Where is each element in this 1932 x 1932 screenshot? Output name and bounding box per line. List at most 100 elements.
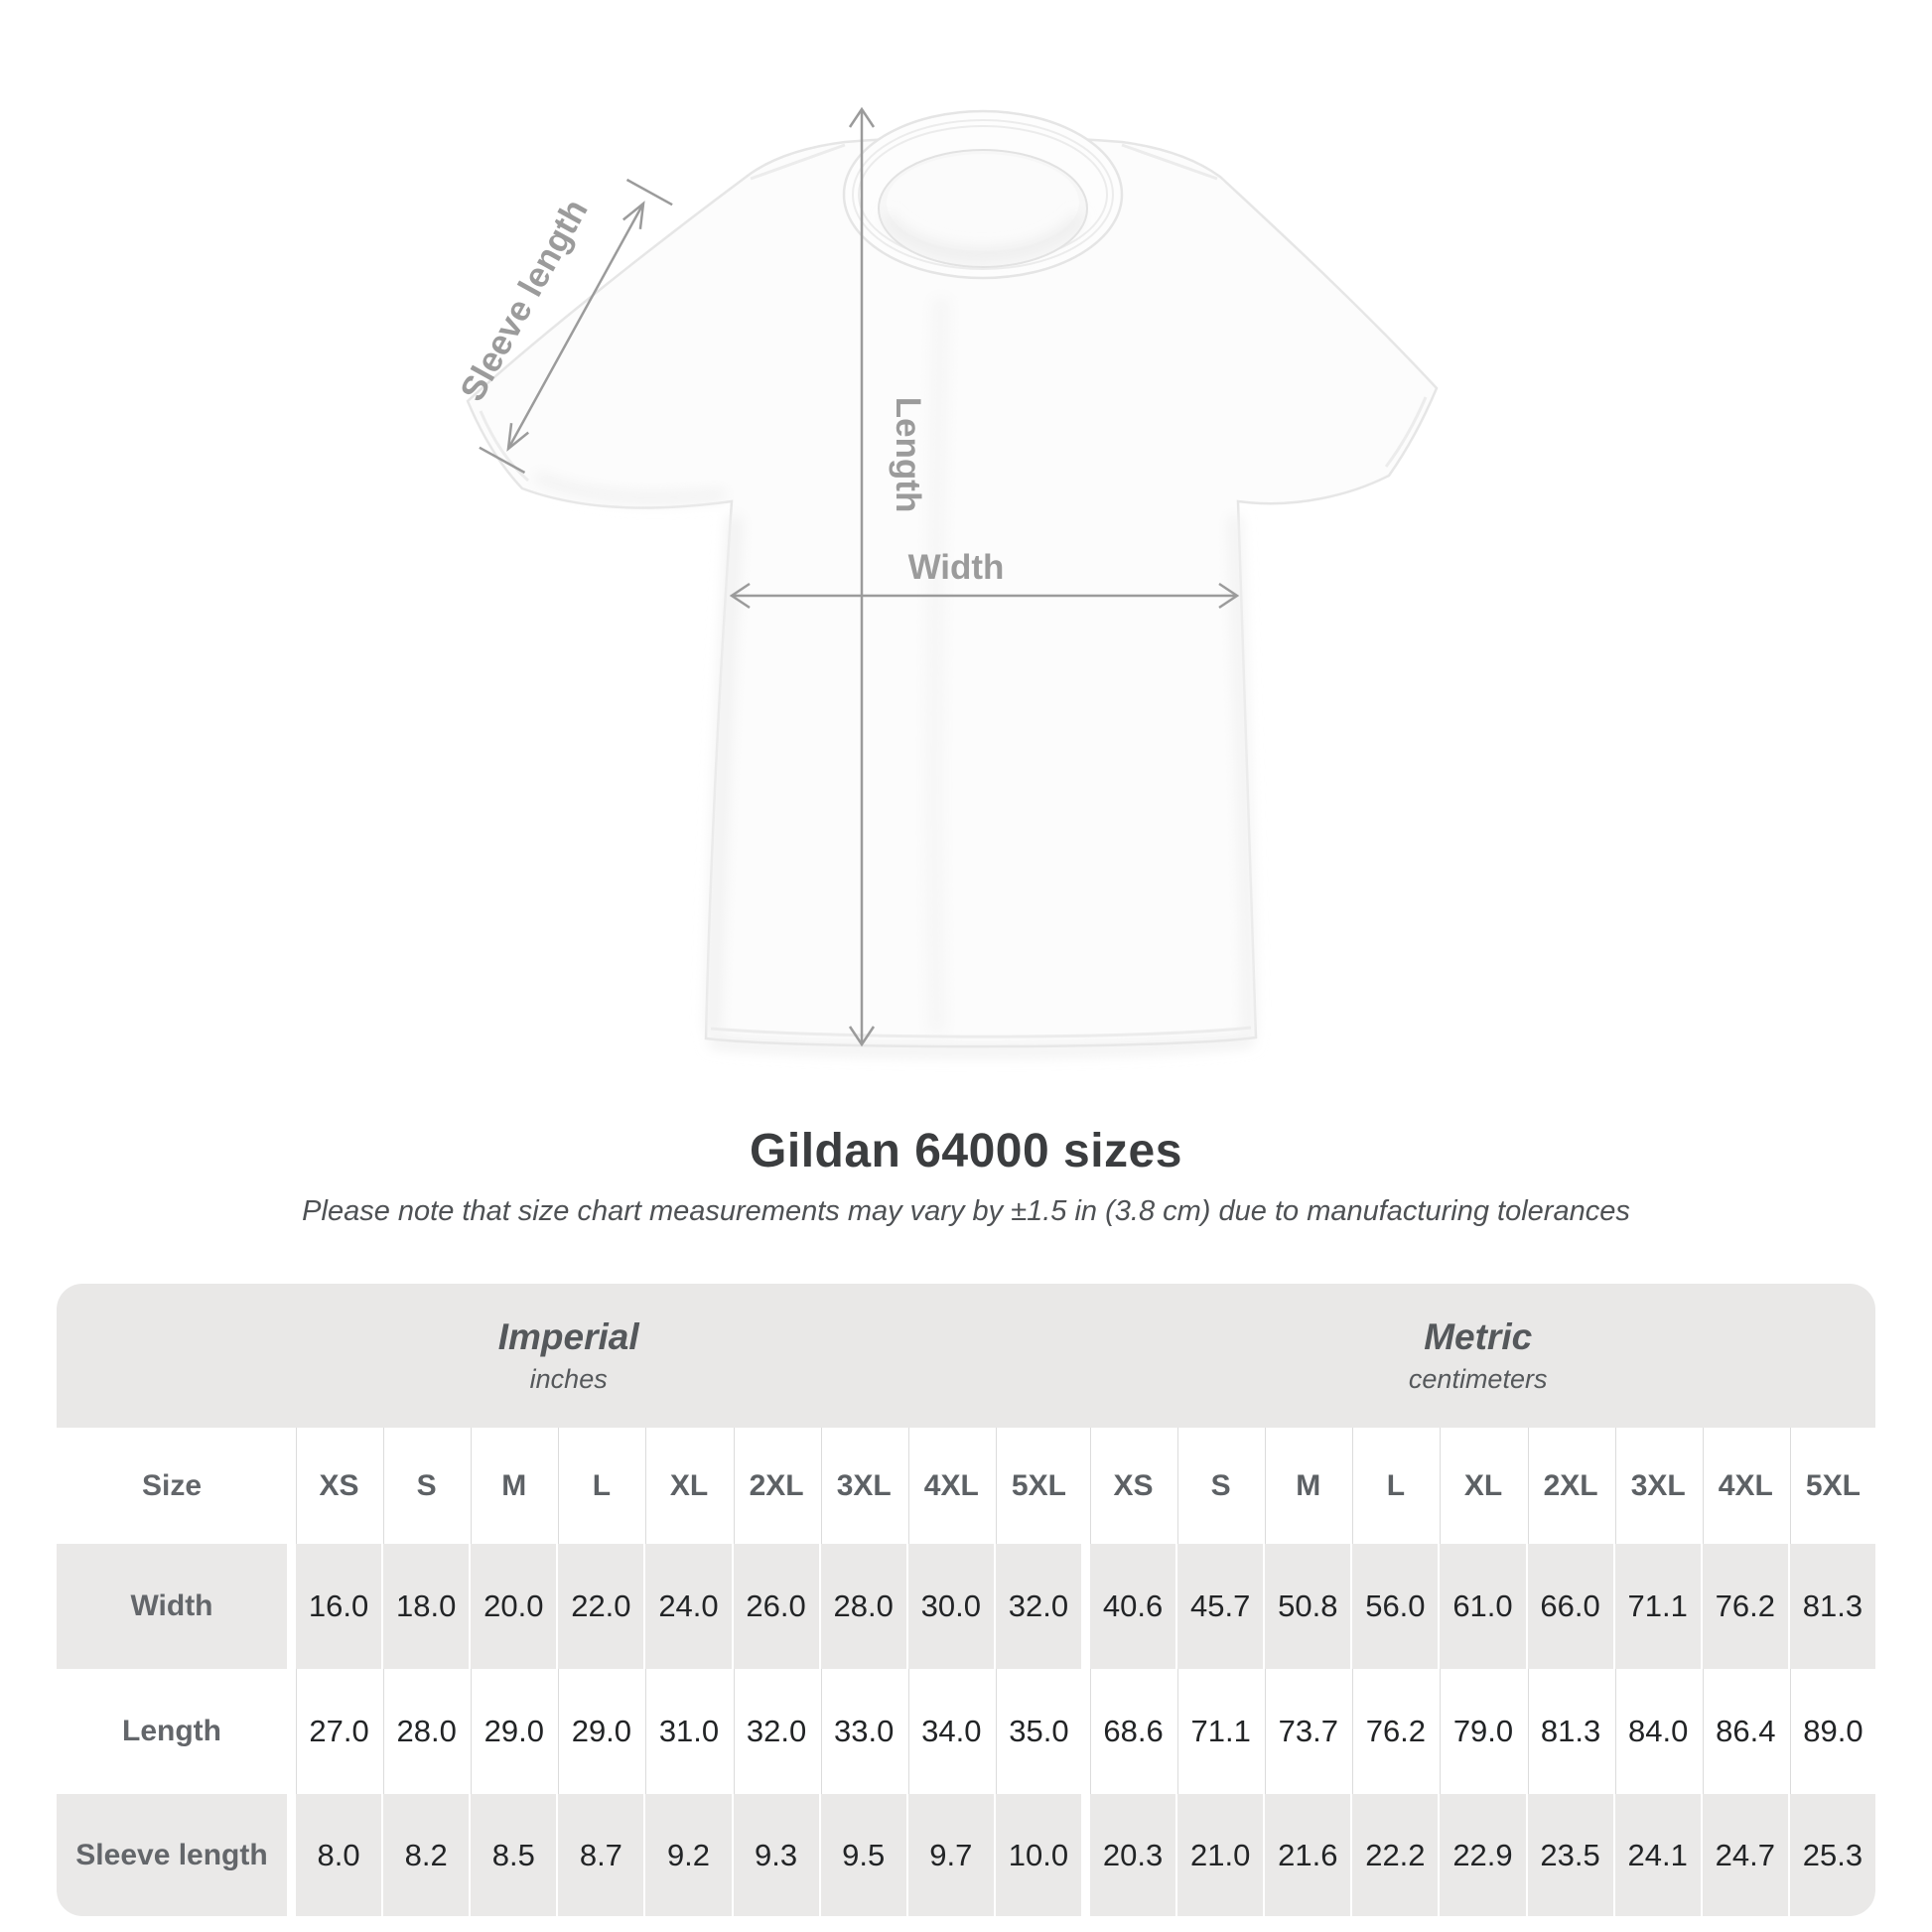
- size-header-cell: 3XL: [1614, 1428, 1701, 1544]
- value-cell: 18.0: [383, 1544, 470, 1669]
- size-column-header: Size: [141, 1468, 203, 1502]
- imperial-header: Imperial inches: [57, 1284, 1080, 1428]
- size-header-cell: 4XL: [907, 1428, 994, 1544]
- column-spacer: [1083, 1669, 1088, 1794]
- measurement-annotations: [479, 106, 1240, 1047]
- value-cell: 8.5: [471, 1794, 557, 1916]
- value-cell: 30.0: [907, 1544, 994, 1669]
- column-spacer: [289, 1669, 294, 1794]
- value-cell: 68.6: [1090, 1669, 1175, 1794]
- value-cell: 9.5: [820, 1794, 906, 1916]
- value-cell: 8.0: [296, 1794, 382, 1916]
- size-header-cell: 4XL: [1702, 1428, 1788, 1544]
- value-cell: 89.0: [1789, 1669, 1875, 1794]
- tshirt-diagram: Sleeve length Length Width: [453, 106, 1439, 1055]
- size-table-grid: Size XS S M L XL 2XL 3XL 4XL 5XL XS S M …: [57, 1428, 1875, 1916]
- value-cell: 28.0: [820, 1544, 906, 1669]
- size-header-cell: 5XL: [1789, 1428, 1875, 1544]
- value-cell: 9.7: [907, 1794, 994, 1916]
- value-cell: 27.0: [296, 1669, 381, 1794]
- value-cell: 86.4: [1702, 1669, 1788, 1794]
- column-spacer: [289, 1428, 294, 1544]
- tolerance-note: Please note that size chart measurements…: [302, 1195, 1630, 1227]
- value-cell: 22.9: [1440, 1794, 1526, 1916]
- size-header-cell: M: [471, 1428, 556, 1544]
- value-cell: 76.2: [1352, 1669, 1438, 1794]
- row-label: Sleeve length: [57, 1794, 287, 1916]
- value-cell: 20.0: [471, 1544, 557, 1669]
- metric-header: Metric centimeters: [1080, 1284, 1875, 1428]
- value-cell: 40.6: [1090, 1544, 1176, 1669]
- value-cell: 29.0: [471, 1669, 556, 1794]
- value-cell: 8.7: [558, 1794, 644, 1916]
- row-label: Width: [57, 1544, 287, 1669]
- value-cell: 32.0: [733, 1669, 819, 1794]
- column-spacer: [1083, 1544, 1088, 1669]
- size-header-cell: 2XL: [733, 1428, 819, 1544]
- value-cell: 73.7: [1265, 1669, 1350, 1794]
- value-cell: 28.0: [383, 1669, 469, 1794]
- value-cell: 34.0: [907, 1669, 994, 1794]
- size-header-cell: L: [1352, 1428, 1438, 1544]
- width-arrow: [729, 582, 1240, 610]
- column-spacer: [289, 1544, 294, 1669]
- row-label: Length: [122, 1715, 221, 1747]
- value-cell: 24.0: [645, 1544, 732, 1669]
- value-cell: 21.0: [1177, 1794, 1264, 1916]
- value-cell: 71.1: [1177, 1669, 1263, 1794]
- value-cell: 79.0: [1440, 1669, 1525, 1794]
- metric-unit: centimeters: [1408, 1364, 1548, 1394]
- value-cell: 29.0: [558, 1669, 643, 1794]
- size-header-cell: XS: [296, 1428, 381, 1544]
- value-cell: 24.1: [1614, 1794, 1701, 1916]
- value-cell: 10.0: [995, 1794, 1081, 1916]
- value-cell: 22.0: [558, 1544, 644, 1669]
- value-cell: 20.3: [1090, 1794, 1176, 1916]
- size-header-cell: L: [558, 1428, 643, 1544]
- value-cell: 56.0: [1352, 1544, 1439, 1669]
- column-spacer: [1083, 1794, 1088, 1916]
- size-header-cell: 5XL: [995, 1428, 1081, 1544]
- value-cell: 23.5: [1527, 1794, 1613, 1916]
- size-table: Imperial inches Metric centimeters Size …: [57, 1284, 1875, 1916]
- value-cell: 25.3: [1789, 1794, 1875, 1916]
- tshirt-graphic: [466, 109, 1439, 1055]
- value-cell: 9.3: [733, 1794, 819, 1916]
- value-cell: 16.0: [296, 1544, 382, 1669]
- imperial-unit: inches: [529, 1364, 608, 1394]
- value-cell: 76.2: [1702, 1544, 1788, 1669]
- metric-title: Metric: [1424, 1316, 1533, 1357]
- value-cell: 84.0: [1614, 1669, 1701, 1794]
- value-cell: 35.0: [995, 1669, 1081, 1794]
- value-cell: 33.0: [820, 1669, 906, 1794]
- value-cell: 45.7: [1177, 1544, 1264, 1669]
- value-cell: 61.0: [1440, 1544, 1526, 1669]
- length-label: Length: [889, 397, 927, 513]
- value-cell: 22.2: [1352, 1794, 1439, 1916]
- value-cell: 26.0: [733, 1544, 819, 1669]
- value-cell: 32.0: [995, 1544, 1081, 1669]
- column-spacer: [1083, 1428, 1088, 1544]
- value-cell: 71.1: [1614, 1544, 1701, 1669]
- length-arrow: [848, 106, 876, 1047]
- size-header-cell: S: [1177, 1428, 1263, 1544]
- value-cell: 9.2: [645, 1794, 732, 1916]
- value-cell: 81.3: [1789, 1544, 1875, 1669]
- size-header-cell: XL: [645, 1428, 731, 1544]
- size-header-cell: 2XL: [1527, 1428, 1613, 1544]
- width-label: Width: [908, 548, 1005, 587]
- value-cell: 81.3: [1527, 1669, 1613, 1794]
- size-header-cell: XL: [1440, 1428, 1525, 1544]
- value-cell: 66.0: [1527, 1544, 1613, 1669]
- size-header-cell: M: [1265, 1428, 1350, 1544]
- value-cell: 8.2: [383, 1794, 470, 1916]
- size-header-cell: XS: [1090, 1428, 1175, 1544]
- imperial-title: Imperial: [497, 1316, 639, 1357]
- unit-header-band: Imperial inches Metric centimeters: [57, 1284, 1875, 1428]
- value-cell: 50.8: [1265, 1544, 1351, 1669]
- page-title: Gildan 64000 sizes: [750, 1125, 1182, 1177]
- size-header-cell: S: [383, 1428, 469, 1544]
- column-spacer: [289, 1794, 294, 1916]
- sleeve-length-arrow: [479, 178, 673, 475]
